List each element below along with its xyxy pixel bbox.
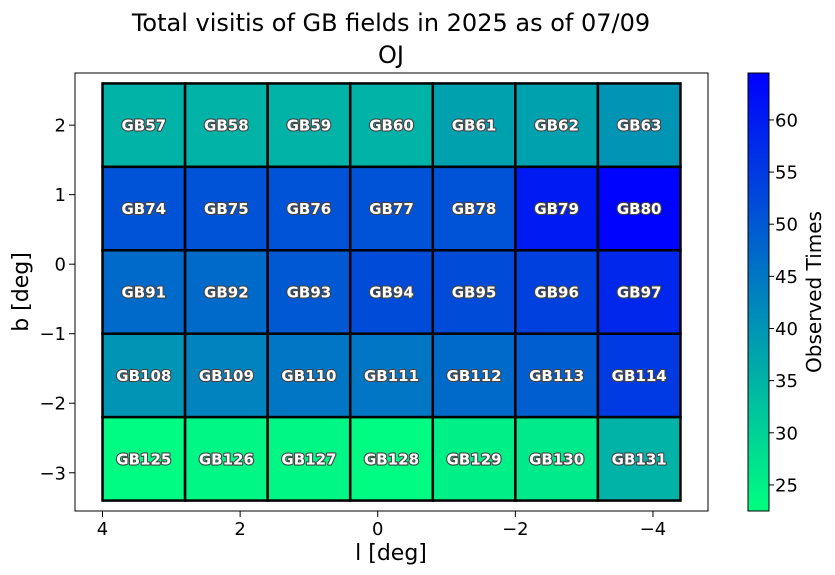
- field-label: GB93: [287, 284, 332, 302]
- field-cell: [514, 82, 600, 169]
- plot-frame: [74, 72, 709, 512]
- field-label: GB80: [617, 200, 662, 218]
- field-cell: [514, 415, 600, 502]
- y-tick-label: 2: [55, 116, 66, 137]
- y-axis-ticks: 2 1 0 −1 −2 −3: [39, 116, 75, 484]
- field-labels: GB57 GB58 GB59 GB60 GB61 GB62 GB63 GB74 GB75 GB76…: [115, 116, 668, 470]
- field-label: GB59: [287, 117, 332, 135]
- y-tick-label: −1: [39, 324, 66, 345]
- field-cells: [101, 82, 682, 502]
- field-cell: [101, 415, 187, 502]
- field-label: GB62: [534, 117, 579, 135]
- field-label: GB127: [281, 450, 336, 468]
- field-label: GB114: [612, 367, 667, 385]
- field-label: GB130: [529, 450, 584, 468]
- field-label: GB113: [529, 367, 584, 385]
- field-cell: [101, 82, 187, 169]
- colorbar-label: Observed Times: [802, 211, 826, 373]
- x-axis-label: l [deg]: [355, 541, 427, 566]
- field-label: GB95: [452, 284, 497, 302]
- field-label: GB75: [204, 200, 249, 218]
- field-cell: [266, 165, 352, 252]
- colorbar-tick-label: 50: [775, 215, 798, 236]
- field-label: GB61: [452, 117, 497, 135]
- field-cell: [596, 415, 682, 502]
- field-cell: [514, 249, 600, 335]
- colorbar-tick-label: 35: [775, 371, 798, 392]
- field-label: GB78: [452, 200, 497, 218]
- field-label: GB77: [369, 200, 414, 218]
- field-label: GB92: [204, 284, 249, 302]
- colorbar-tick-label: 45: [775, 267, 798, 288]
- colorbar-ticks: 25 30 35 40 45 50 55 60: [769, 110, 798, 496]
- field-label: GB110: [281, 367, 336, 385]
- field-label: GB60: [369, 117, 414, 135]
- field-label: GB79: [534, 200, 579, 218]
- field-label: GB74: [121, 200, 166, 218]
- field-label: GB125: [116, 450, 171, 468]
- x-tick-label: 0: [372, 519, 383, 540]
- field-label: GB131: [612, 450, 667, 468]
- field-cell: [596, 165, 682, 252]
- field-label: GB108: [116, 367, 171, 385]
- field-label: GB129: [447, 450, 502, 468]
- x-tick-label: 2: [234, 519, 245, 540]
- field-label: GB91: [121, 284, 166, 302]
- y-tick-label: −2: [39, 394, 66, 415]
- field-cell: [596, 249, 682, 335]
- field-cell: [431, 249, 517, 335]
- field-label: GB58: [204, 117, 249, 135]
- colorbar-tick-label: 30: [775, 423, 798, 444]
- field-cell: [183, 332, 269, 419]
- field-cell: [183, 249, 269, 335]
- colorbar-tick-label: 55: [775, 163, 798, 184]
- field-label: GB112: [447, 367, 502, 385]
- y-tick-label: −3: [39, 463, 66, 484]
- colorbar-tick-label: 40: [775, 319, 798, 340]
- x-axis-ticks: 4 2 0 −2 −4: [97, 511, 666, 540]
- field-label: GB63: [617, 117, 662, 135]
- colorbar-tick-label: 25: [775, 475, 798, 496]
- field-label: GB109: [199, 367, 254, 385]
- field-cell: [101, 332, 187, 419]
- field-cell: [514, 332, 600, 419]
- field-label: GB97: [617, 284, 662, 302]
- field-label: GB57: [121, 117, 166, 135]
- field-label: GB76: [287, 200, 332, 218]
- field-label: GB96: [534, 284, 579, 302]
- field-label: GB94: [369, 284, 414, 302]
- chart-title: Total visitis of GB fields in 2025 as of…: [131, 9, 650, 37]
- field-cell: [183, 82, 269, 169]
- field-cell: [266, 415, 352, 502]
- chart-subtitle: OJ: [378, 41, 404, 69]
- colorbar-tick-label: 60: [775, 110, 798, 131]
- field-label: GB126: [199, 450, 254, 468]
- x-tick-label: 4: [97, 519, 108, 540]
- x-tick-label: −4: [640, 519, 667, 540]
- y-tick-label: 1: [55, 185, 66, 206]
- y-axis-label: b [deg]: [9, 252, 34, 332]
- colorbar: [747, 72, 770, 512]
- y-tick-label: 0: [55, 255, 66, 276]
- field-cell: [266, 249, 352, 335]
- field-cell: [431, 165, 517, 252]
- x-tick-label: −2: [502, 519, 529, 540]
- field-cell: [101, 165, 187, 252]
- field-label: GB111: [364, 367, 419, 385]
- field-label: GB128: [364, 450, 419, 468]
